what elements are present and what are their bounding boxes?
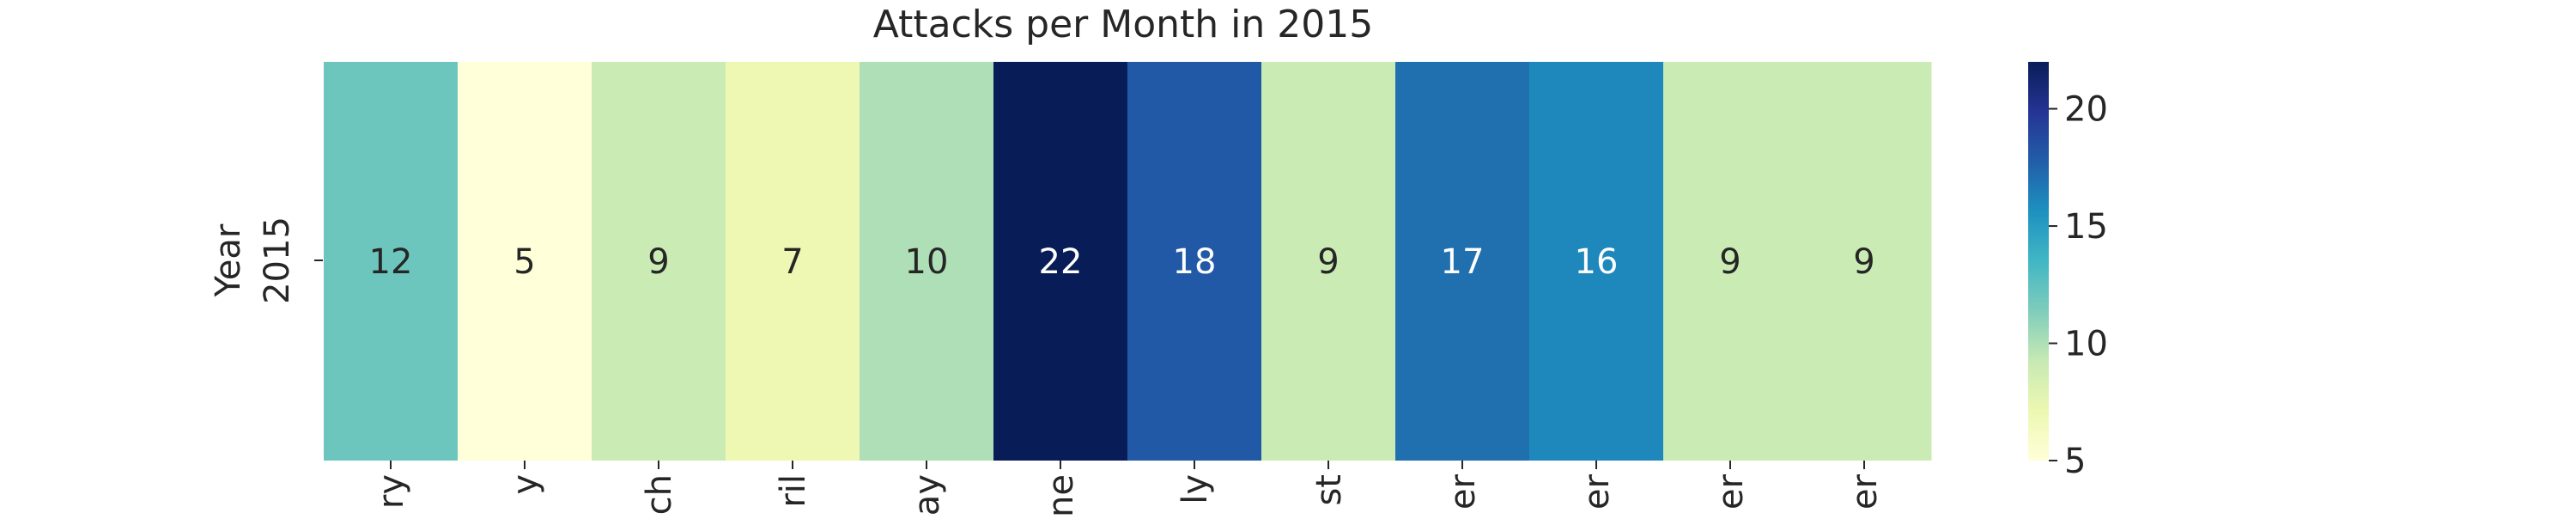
x-tick-label: er	[1443, 473, 1483, 510]
colorbar-gradient	[2028, 62, 2049, 461]
heatmap-cell-march	[592, 62, 726, 461]
x-tick-label: er	[1845, 473, 1885, 510]
y-axis: 2015 Year	[209, 217, 323, 304]
cell-value-label: 17	[1441, 242, 1485, 282]
colorbar-ticks: 5 10 15 20	[2049, 90, 2108, 481]
x-axis: ry y ch ril ay ne ly st er er er er	[372, 461, 1885, 516]
cell-value-label: 9	[1719, 242, 1741, 282]
heatmap-cell-november	[1663, 62, 1798, 461]
colorbar: 5 10 15 20	[2028, 62, 2108, 481]
heatmap-cell-december	[1797, 62, 1932, 461]
cell-value-label: 9	[647, 242, 669, 282]
colorbar-tick-label: 15	[2064, 207, 2108, 247]
heatmap-cell-april	[726, 62, 860, 461]
colorbar-tick-label: 20	[2064, 90, 2108, 130]
colorbar-tick-label: 5	[2064, 442, 2086, 481]
heatmap-cell-october	[1529, 62, 1664, 461]
cell-value-label: 18	[1173, 242, 1217, 282]
x-tick-label: st	[1309, 474, 1349, 506]
heatmap-cell-january	[324, 62, 459, 461]
cell-value-label: 22	[1039, 242, 1083, 282]
x-tick-label: ry	[372, 474, 411, 509]
heatmap-cell-august	[1261, 62, 1396, 461]
x-tick-label: ch	[640, 474, 679, 515]
heatmap-cell-june	[993, 62, 1128, 461]
x-tick-label: ne	[1042, 474, 1081, 516]
cell-value-label: 9	[1853, 242, 1874, 282]
x-tick-label: y	[506, 474, 545, 495]
heatmap-cell-may	[860, 62, 994, 461]
heatmap-cell-february	[458, 62, 592, 461]
cell-value-label: 16	[1575, 242, 1619, 282]
cell-value-label: 5	[513, 242, 535, 282]
chart-title: Attacks per Month in 2015	[873, 3, 1373, 46]
heatmap-cell-labels: 12 5 9 7 10 22 18 9 17 16 9 9	[369, 242, 1875, 282]
y-tick-label: 2015	[258, 217, 297, 304]
x-tick-label: er	[1711, 473, 1751, 510]
cell-value-label: 10	[905, 242, 949, 282]
heatmap-cell-july	[1127, 62, 1262, 461]
cell-value-label: 12	[369, 242, 413, 282]
cell-value-label: 7	[781, 242, 803, 282]
y-axis-label: Year	[209, 223, 248, 297]
heatmap-cell-september	[1395, 62, 1530, 461]
x-tick-label: ay	[908, 474, 947, 516]
x-tick-label: ril	[774, 474, 813, 508]
x-tick-label: ly	[1176, 474, 1215, 504]
x-tick-label: er	[1577, 473, 1617, 510]
cell-value-label: 9	[1317, 242, 1339, 282]
heatmap-cells	[324, 62, 1932, 461]
colorbar-tick-label: 10	[2064, 325, 2108, 364]
